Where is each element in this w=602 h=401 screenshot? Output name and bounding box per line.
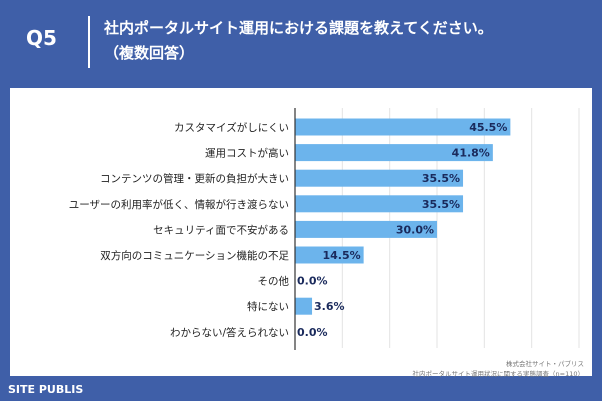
question-title: 社内ポータルサイト運用における課題を教えてください。 （複数回答）: [104, 16, 594, 66]
value-label: 3.6%: [314, 300, 345, 313]
source-survey: 社内ポータルサイト運用状況に関する実態調査（n=110）: [412, 370, 584, 378]
header: Q5 社内ポータルサイト運用における課題を教えてください。 （複数回答）: [0, 0, 602, 86]
value-label: 35.5%: [422, 198, 460, 211]
bar: [295, 169, 464, 187]
header-divider: [88, 16, 90, 68]
category-label: コンテンツの管理・更新の負担が大きい: [100, 172, 289, 185]
source-note: 株式会社サイト・パブリス 社内ポータルサイト運用状況に関する実態調査（n=110…: [413, 359, 584, 379]
bar: [295, 118, 511, 136]
value-label: 30.0%: [396, 223, 434, 236]
value-label: 35.5%: [422, 172, 460, 185]
question-title-line1: 社内ポータルサイト運用における課題を教えてください。: [104, 19, 493, 37]
value-label: 14.5%: [322, 249, 360, 262]
category-label: カスタマイズがしにくい: [174, 121, 289, 134]
bar: [295, 220, 437, 238]
category-label: セキュリティ面で不安がある: [153, 223, 289, 236]
question-title-line2: （複数回答）: [104, 44, 195, 62]
bar: [295, 246, 364, 264]
value-label: 0.0%: [297, 326, 328, 339]
chart-panel: カスタマイズがしにくい 45.5% 運用コストが高い 41.8% コンテンツの管理・更新…: [10, 88, 592, 376]
brand-logo: SITE PUBLIS: [0, 378, 110, 401]
category-label: 運用コストが高い: [205, 147, 289, 160]
bar: [295, 297, 313, 315]
value-label: 41.8%: [452, 147, 490, 160]
category-label: わからない/答えられない: [170, 326, 289, 339]
category-label: ユーザーの利用率が低く、情報が行き渡らない: [69, 198, 289, 211]
category-label: 特にない: [247, 301, 289, 313]
value-label: 45.5%: [469, 121, 507, 134]
question-number: Q5: [26, 26, 57, 50]
bar: [295, 195, 464, 213]
value-label: 0.0%: [297, 275, 328, 288]
category-label: 双方向のコミュニケーション機能の不足: [100, 249, 289, 262]
category-label: その他: [258, 275, 290, 288]
bar-chart: カスタマイズがしにくい 45.5% 運用コストが高い 41.8% コンテンツの管理・更新…: [69, 108, 580, 350]
bar: [295, 144, 493, 162]
source-company: 株式会社サイト・パブリス: [506, 360, 584, 368]
